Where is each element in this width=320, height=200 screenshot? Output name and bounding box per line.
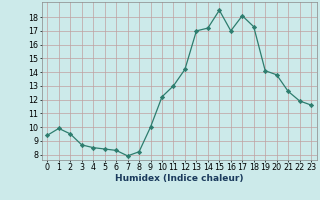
X-axis label: Humidex (Indice chaleur): Humidex (Indice chaleur) [115,174,244,183]
